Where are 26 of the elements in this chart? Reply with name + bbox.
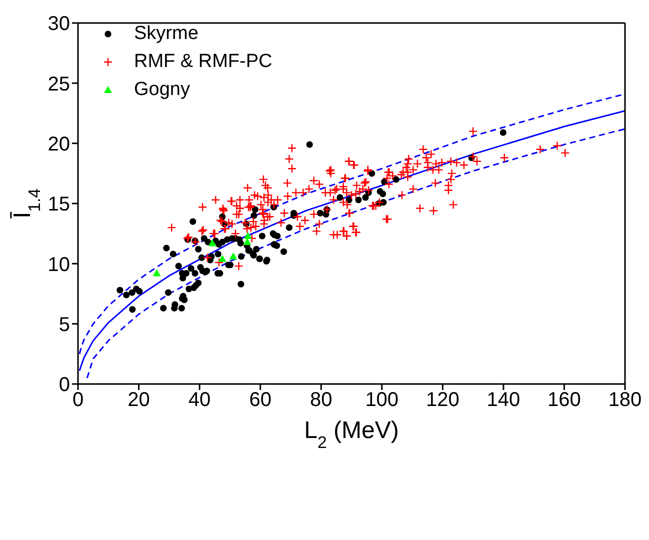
point bbox=[218, 254, 226, 262]
y-tick-label: 30 bbox=[48, 13, 70, 36]
legend-label: Skyrme bbox=[134, 23, 198, 45]
point bbox=[243, 238, 252, 246]
y-tick-label: 15 bbox=[48, 194, 70, 216]
y-tick-label: 20 bbox=[48, 133, 70, 156]
legend-label: RMF & RMF-PC bbox=[134, 51, 272, 73]
point bbox=[152, 269, 161, 276]
point bbox=[244, 232, 252, 239]
y-tick-label: 25 bbox=[48, 73, 70, 96]
x-tick-label: 60 bbox=[249, 389, 272, 412]
point bbox=[229, 252, 238, 260]
x-tick-label: 100 bbox=[365, 389, 399, 412]
x-tick-label: 140 bbox=[486, 389, 520, 412]
y-tick-label: 0 bbox=[58, 374, 70, 396]
x-tick-label: 120 bbox=[426, 389, 460, 412]
point bbox=[208, 239, 216, 246]
x-axis-title: L$_{2}$ (MeV) bbox=[304, 417, 399, 452]
x-tick-label: 160 bbox=[548, 389, 581, 412]
x-tick-label: 80 bbox=[310, 389, 332, 412]
x-tick-label: 180 bbox=[608, 389, 642, 412]
x-tick-label: 20 bbox=[128, 389, 150, 412]
legend-label: Gogny bbox=[134, 79, 190, 101]
y-tick-label: 5 bbox=[58, 314, 70, 336]
x-tick-label: 40 bbox=[188, 389, 211, 412]
y-tick-label: 10 bbox=[48, 254, 70, 276]
